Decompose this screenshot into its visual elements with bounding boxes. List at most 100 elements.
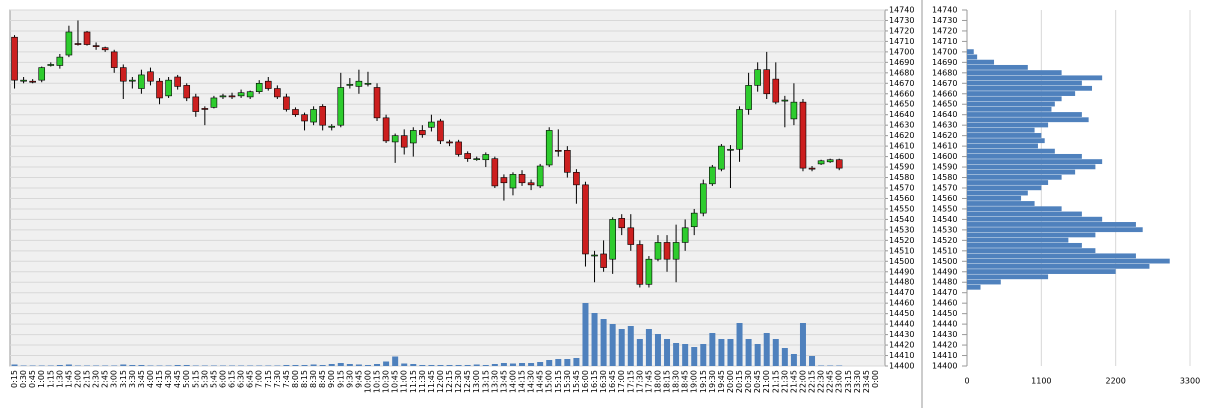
x-tick-label: 17:00 <box>617 370 626 393</box>
y-tick-label: 14460 <box>932 299 957 308</box>
y-tick-label: 14740 <box>932 6 957 15</box>
volume-bar <box>138 365 145 366</box>
y-tick-label: 14430 <box>932 330 957 339</box>
volume-bar <box>374 364 381 366</box>
x-tick-label: 5:00 <box>182 370 191 388</box>
x-tick-label: 4:30 <box>164 370 173 388</box>
y-tick-label: 14720 <box>932 26 957 35</box>
volume-bar <box>718 339 725 366</box>
volume-bar <box>301 365 308 366</box>
candle-body <box>437 120 444 142</box>
x-tick-label: 1:00 <box>37 370 46 388</box>
volume-bar <box>664 339 671 366</box>
volume-bar <box>247 365 254 366</box>
volume-bar <box>283 365 290 366</box>
volume-bar <box>827 365 834 366</box>
x-tick-label: 4:00 <box>146 370 155 388</box>
volume-bar <box>310 364 317 366</box>
volume-bar <box>519 363 526 366</box>
volume-bar <box>174 365 181 366</box>
y-tick-label: 14510 <box>932 246 957 255</box>
candle-body <box>500 177 508 184</box>
profile-bar <box>967 201 1035 206</box>
volume-bar <box>292 365 299 366</box>
profile-bar <box>967 54 978 60</box>
x-tick-label: 9:15 <box>336 370 345 388</box>
candle-body <box>600 253 607 268</box>
volume-bar <box>781 348 788 366</box>
candle-body <box>283 96 290 110</box>
y-tick-label: 14520 <box>932 236 957 245</box>
candle-body <box>165 79 172 97</box>
x-tick-label: 2:45 <box>101 370 110 388</box>
candle-body <box>681 227 689 243</box>
y-tick-label: 14570 <box>932 184 957 193</box>
profile-bar <box>967 143 1038 149</box>
y-tick-label: 14480 <box>889 278 914 287</box>
candle-body <box>101 47 109 51</box>
volume-bar <box>464 365 471 366</box>
profile-bar <box>967 148 1055 154</box>
volume-bar <box>428 365 435 366</box>
y-tick-label: 14710 <box>889 37 914 46</box>
x-tick-label: 9:45 <box>354 370 363 388</box>
candle-body <box>690 212 698 228</box>
x-tick-label: 8:00 <box>291 370 300 388</box>
candle-body <box>754 69 761 86</box>
x-tick-label: 11:30 <box>418 370 427 393</box>
profile-bar <box>967 153 1082 159</box>
x-tick-label: 15:00 <box>545 370 554 393</box>
candle-body <box>74 43 82 45</box>
profile-bar <box>967 274 1049 280</box>
y-tick-label: 14570 <box>889 184 914 193</box>
profile-bar <box>967 169 1076 175</box>
volume-bar <box>700 344 707 366</box>
y-tick-label: 14640 <box>889 110 914 119</box>
y-tick-label: 14590 <box>889 163 914 172</box>
profile-bar <box>967 164 1096 170</box>
y-tick-label: 14450 <box>889 309 914 318</box>
profile-bar <box>967 85 1093 91</box>
x-tick-label: 11:15 <box>409 370 418 393</box>
volume-bar <box>573 358 580 366</box>
volume-bar <box>84 365 91 366</box>
y-tick-label: 14600 <box>932 152 957 161</box>
candle-body <box>491 158 499 187</box>
volume-bar <box>183 365 190 366</box>
x-tick-label: 12:30 <box>454 370 463 393</box>
x-tick-label: 22:45 <box>826 370 835 393</box>
profile-bar <box>967 216 1103 222</box>
y-tick-label: 14630 <box>932 121 957 130</box>
y-tick-label: 14450 <box>932 309 957 318</box>
volume-bar <box>219 365 226 366</box>
y-tick-label: 14610 <box>932 142 957 151</box>
volume-bar <box>419 365 426 366</box>
candle-body <box>319 106 326 126</box>
y-tick-label: 14530 <box>889 225 914 234</box>
volume-bar <box>74 365 81 366</box>
profile-bar <box>967 248 1096 254</box>
x-tick-label: 18:15 <box>663 370 672 393</box>
volume-bar <box>346 364 353 366</box>
volume-bar <box>401 363 408 366</box>
x-tick-label: 16:00 <box>581 370 590 393</box>
x-tick-label: 20:45 <box>753 370 762 393</box>
volume-bar <box>564 359 571 366</box>
x-tick-label: 12:00 <box>436 370 445 393</box>
x-tick-label: 0:30 <box>19 370 28 388</box>
x-tick-label: 16:30 <box>599 370 608 393</box>
candle-body <box>636 244 644 285</box>
volume-bar <box>238 365 245 366</box>
x-tick-label: 8:45 <box>318 370 327 388</box>
y-tick-label: 14420 <box>932 341 957 350</box>
profile-bar <box>967 59 995 65</box>
candle-body <box>47 64 55 66</box>
candle-body <box>835 159 843 169</box>
volume-bar <box>38 365 45 366</box>
profile-bar <box>967 263 1150 269</box>
x-tick-label: 9:00 <box>327 370 336 388</box>
volume-bar <box>364 365 371 366</box>
y-tick-label: 14730 <box>932 16 957 25</box>
y-tick-label: 14580 <box>932 173 957 182</box>
candle-body <box>274 88 281 98</box>
